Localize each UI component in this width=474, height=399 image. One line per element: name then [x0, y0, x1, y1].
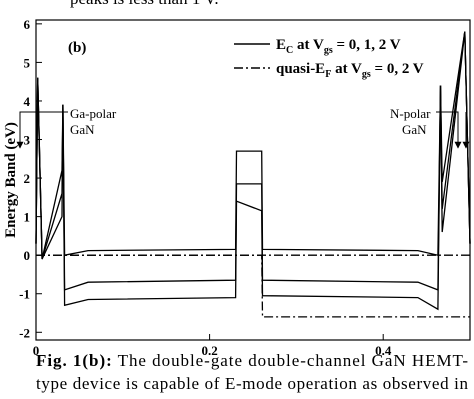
- annotation: N-polar: [390, 106, 431, 121]
- legend-text: at V: [293, 37, 324, 53]
- legend-subscript: F: [325, 69, 331, 80]
- y-tick-label: 1: [24, 210, 31, 225]
- line-series: [36, 254, 470, 318]
- y-tick-label: 3: [24, 133, 31, 148]
- legend-text: = 0, 1, 2 V: [333, 37, 401, 53]
- y-tick-label: 4: [24, 94, 31, 109]
- y-axis-label: Energy Band (eV): [3, 122, 19, 238]
- x-tick-label: 0.2: [201, 343, 217, 358]
- y-tick-label: -1: [19, 287, 30, 302]
- legend-text: E: [276, 37, 286, 53]
- panel-label: (b): [68, 40, 86, 56]
- y-tick-label: -2: [19, 325, 30, 340]
- caption-label: Fig. 1(b):: [36, 351, 112, 370]
- y-tick-label: 2: [24, 171, 31, 186]
- legend-subscript: gs: [362, 69, 371, 80]
- y-tick-label: 0: [24, 248, 31, 263]
- top-line: peaks is less than 1 V.: [70, 0, 219, 8]
- legend-subscript: C: [286, 45, 293, 56]
- legend-text: = 0, 2 V: [371, 61, 424, 77]
- plot-frame: [35, 19, 471, 341]
- legend-label: quasi-EF at Vgs = 0, 2 V: [276, 61, 424, 80]
- line-series: [35, 31, 471, 311]
- annotation: GaN: [70, 122, 95, 137]
- caption-line: Fig. 1(b): The double-gate double-channe…: [36, 351, 468, 370]
- annotation: GaN: [402, 122, 427, 137]
- caption-text: The double-gate double-channel GaN HEMT-: [118, 351, 469, 370]
- plot: -2 -1 0 1 2 3 4 5 6 0 0.2 0.4: [19, 17, 471, 358]
- x-tick-label: 0: [33, 343, 40, 358]
- legend-text: at V: [331, 61, 362, 77]
- caption-line: type device is capable of E-mode operati…: [36, 374, 469, 393]
- x-tick-label: 0.4: [375, 343, 392, 358]
- legend-label: EC at Vgs = 0, 1, 2 V: [276, 37, 401, 56]
- y-tick-label: 5: [24, 55, 31, 70]
- arrow: [436, 111, 462, 149]
- arrow: [16, 111, 68, 149]
- y-tick-label: 6: [24, 17, 31, 32]
- legend-text: quasi-E: [276, 61, 325, 77]
- annotation: Ga-polar: [70, 106, 117, 121]
- legend-subscript: gs: [324, 45, 333, 56]
